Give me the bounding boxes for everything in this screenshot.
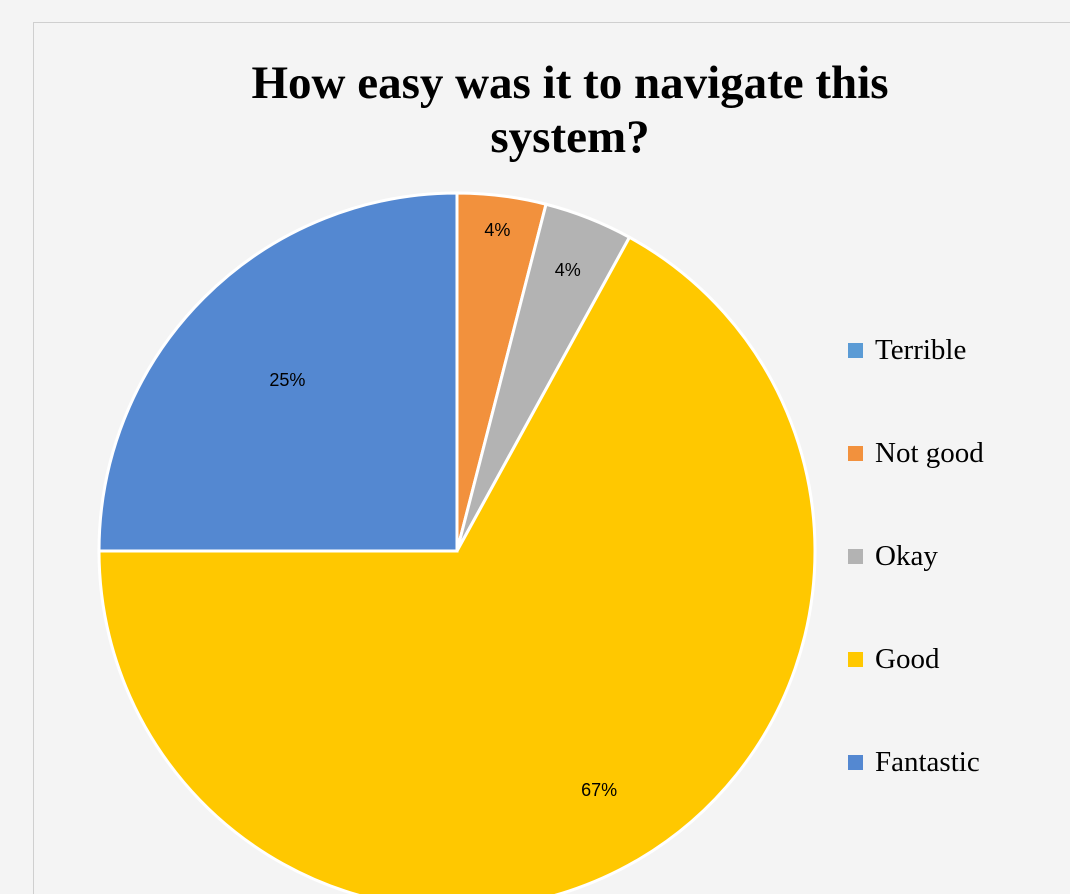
legend-label-good: Good: [875, 642, 940, 675]
legend-item-terrible: Terrible: [848, 330, 966, 370]
pie-slice-fantastic: [97, 191, 459, 553]
legend-item-not-good: Not good: [848, 433, 984, 473]
data-label-okay: 4%: [555, 260, 581, 280]
legend-swatch-terrible: [848, 342, 863, 358]
legend-item-good: Good: [848, 639, 939, 679]
legend-swatch-fantastic: [848, 754, 863, 770]
chart-title: How easy was it to navigate this system?: [251, 57, 889, 163]
legend-item-fantastic: Fantastic: [848, 742, 980, 782]
pie-slice-good: [97, 235, 817, 894]
legend-label-okay: Okay: [875, 539, 938, 572]
legend-swatch-good: [848, 651, 863, 667]
legend-swatch-not-good: [848, 445, 863, 461]
data-label-fantastic: 25%: [269, 370, 305, 390]
legend-label-not-good: Not good: [875, 436, 984, 469]
legend-swatch-okay: [848, 548, 863, 564]
data-label-not-good: 4%: [484, 220, 510, 240]
legend-label-terrible: Terrible: [875, 333, 967, 366]
data-label-good: 67%: [581, 780, 617, 800]
legend-label-fantastic: Fantastic: [875, 745, 980, 778]
legend-item-okay: Okay: [848, 536, 938, 576]
